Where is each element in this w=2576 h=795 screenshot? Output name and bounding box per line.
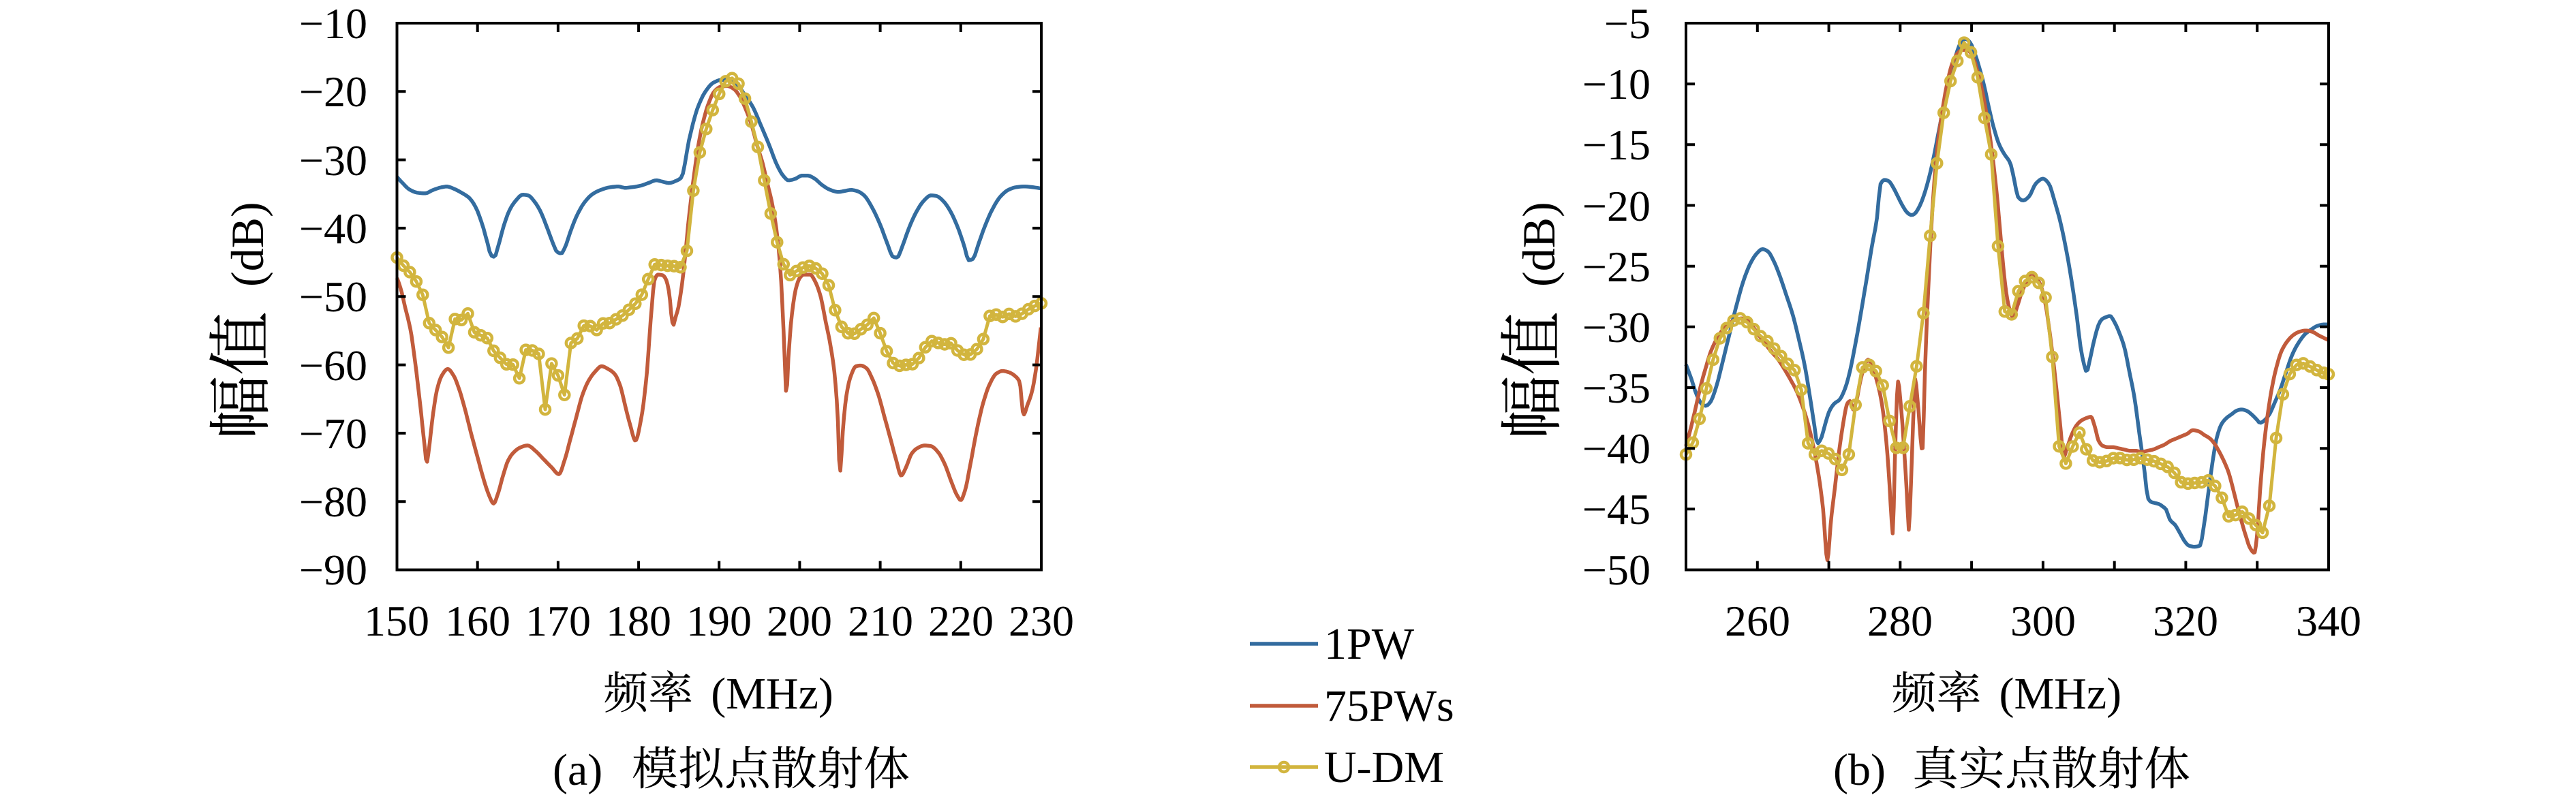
svg-text:1PW: 1PW (1324, 619, 1415, 669)
svg-text:320: 320 (2153, 597, 2218, 645)
svg-text:(MHz): (MHz) (1999, 669, 2122, 719)
svg-text:300: 300 (2010, 597, 2076, 645)
svg-text:−5: −5 (1604, 0, 1651, 48)
svg-text:−35: −35 (1582, 364, 1651, 412)
svg-text:200: 200 (767, 597, 832, 645)
svg-text:(dB): (dB) (221, 202, 273, 287)
svg-text:(b): (b) (1833, 745, 1886, 795)
svg-text:260: 260 (1725, 597, 1790, 645)
svg-text:150: 150 (364, 597, 429, 645)
svg-text:−80: −80 (299, 478, 367, 526)
svg-text:−30: −30 (1582, 303, 1651, 352)
svg-text:−70: −70 (299, 409, 367, 458)
svg-text:(dB): (dB) (1513, 202, 1565, 287)
svg-text:340: 340 (2296, 597, 2361, 645)
svg-text:210: 210 (848, 597, 913, 645)
svg-text:190: 190 (686, 597, 752, 645)
svg-text:−45: −45 (1582, 485, 1651, 533)
svg-text:−40: −40 (1582, 424, 1651, 473)
svg-text:−20: −20 (1582, 182, 1651, 230)
svg-text:280: 280 (1867, 597, 1933, 645)
svg-text:(a): (a) (553, 745, 602, 795)
svg-text:160: 160 (445, 597, 510, 645)
svg-text:−50: −50 (299, 272, 367, 321)
svg-text:−25: −25 (1582, 243, 1651, 291)
svg-text:U-DM: U-DM (1324, 743, 1444, 792)
svg-text:−15: −15 (1582, 121, 1651, 169)
svg-text:−10: −10 (299, 0, 367, 48)
svg-text:230: 230 (1009, 597, 1074, 645)
svg-text:−10: −10 (1582, 60, 1651, 108)
svg-text:−30: −30 (299, 136, 367, 185)
svg-text:−90: −90 (299, 546, 367, 594)
svg-text:−60: −60 (299, 341, 367, 390)
svg-text:180: 180 (606, 597, 671, 645)
svg-text:170: 170 (525, 597, 591, 645)
svg-text:220: 220 (928, 597, 994, 645)
svg-text:−50: −50 (1582, 546, 1651, 594)
svg-text:75PWs: 75PWs (1324, 681, 1454, 731)
svg-text:−40: −40 (299, 204, 367, 253)
svg-text:−20: −20 (299, 67, 367, 116)
svg-text:(MHz): (MHz) (711, 669, 833, 719)
